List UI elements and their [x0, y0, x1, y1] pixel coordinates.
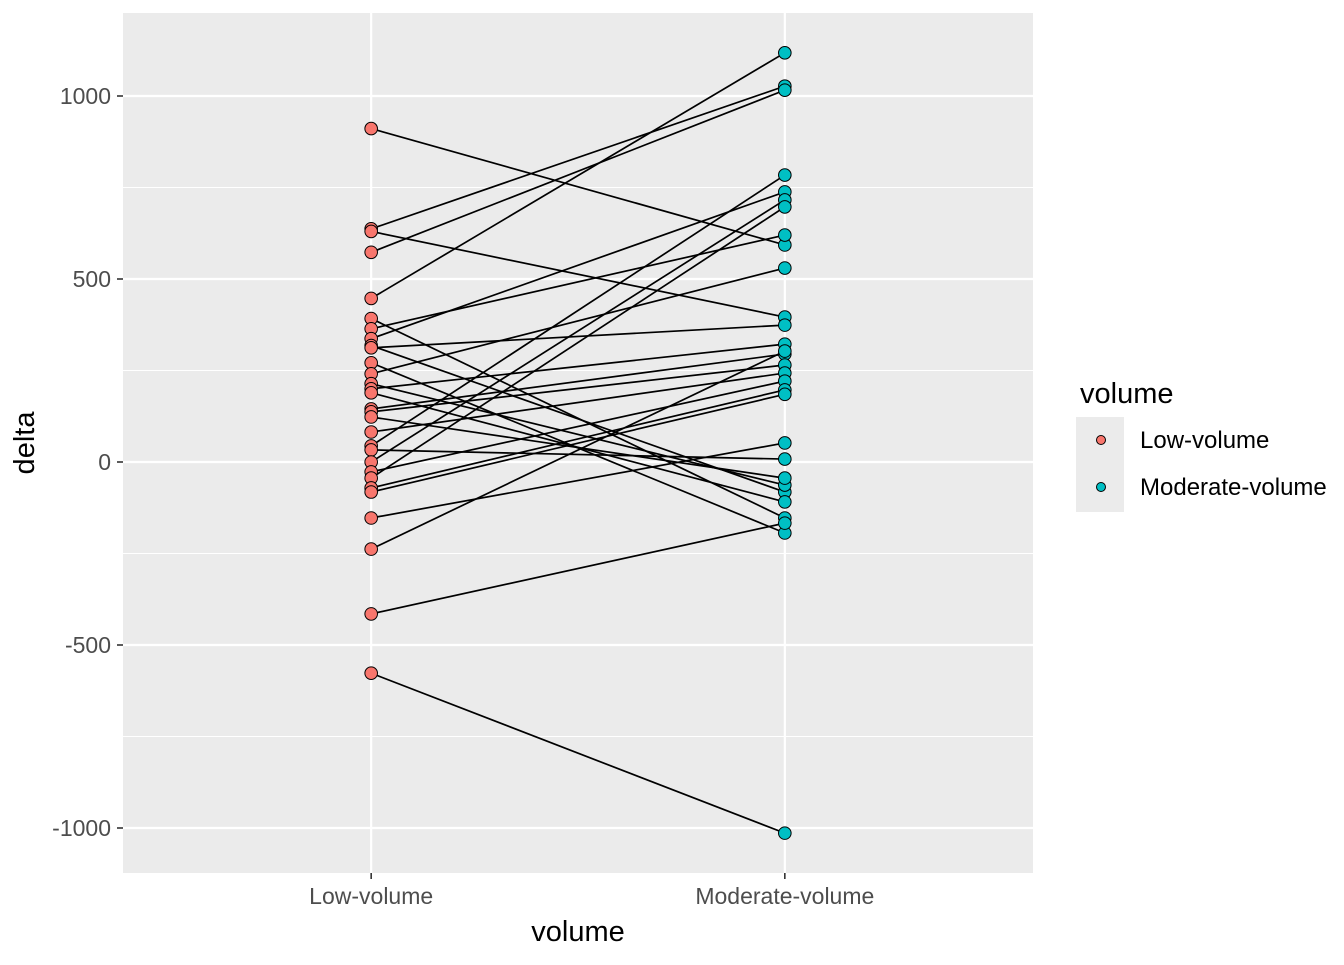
low-volume-point: [364, 121, 378, 136]
moderate-volume-point: [778, 83, 792, 97]
moderate-volume-point: [778, 168, 792, 182]
moderate-volume-point: [778, 436, 792, 450]
pair-line: [370, 85, 786, 230]
moderate-volume-point: [778, 318, 792, 332]
pair-line: [370, 89, 786, 254]
pair-line: [370, 199, 786, 463]
pair-line: [370, 267, 786, 375]
pair-line: [371, 449, 785, 460]
pair-line: [371, 324, 785, 349]
x-tick-labels: Low-volume Moderate-volume: [309, 883, 874, 909]
legend-key-box: [1076, 417, 1124, 512]
legend-moderate-volume-dot-icon: [1096, 482, 1106, 492]
y-axis-title: delta: [9, 411, 41, 475]
moderate-volume-point: [778, 261, 792, 275]
y-tick-labels: -1000 -500 0 500 1000: [52, 83, 111, 841]
legend-title: volume: [1080, 378, 1174, 410]
data-points: [364, 46, 792, 840]
legend-label-moderate-volume: Moderate-volume: [1140, 474, 1327, 501]
low-volume-point: [364, 443, 378, 457]
low-volume-point: [364, 542, 378, 556]
pair-line: [371, 442, 785, 519]
low-volume-point: [364, 386, 378, 400]
low-volume-point: [364, 607, 378, 621]
low-volume-point: [364, 245, 378, 260]
moderate-volume-point: [778, 344, 792, 358]
y-tick-label: 500: [73, 266, 111, 292]
y-tick-label: -500: [65, 632, 111, 658]
y-tick-label: 1000: [60, 83, 111, 109]
axis-tick-marks: [117, 95, 786, 879]
pair-line: [370, 127, 786, 246]
pair-line: [370, 380, 786, 473]
low-volume-point: [364, 410, 378, 424]
pair-line: [370, 234, 786, 330]
moderate-volume-point: [778, 228, 792, 242]
pair-line: [371, 372, 785, 433]
pair-line: [371, 230, 785, 318]
pair-line: [370, 206, 786, 479]
low-volume-point: [364, 291, 378, 306]
low-volume-point: [364, 224, 378, 239]
low-volume-point: [364, 485, 378, 499]
pair-line: [371, 343, 785, 390]
pair-line: [370, 393, 786, 493]
pair-line: [370, 672, 786, 834]
moderate-volume-point: [778, 495, 792, 509]
pair-line: [370, 522, 786, 615]
pair-line: [370, 389, 786, 489]
legend: volume Low-volume Moderate-volume: [1076, 378, 1327, 512]
y-tick-label: -1000: [52, 815, 111, 841]
moderate-volume-point: [778, 46, 792, 60]
low-volume-point: [364, 341, 378, 355]
legend-low-volume-dot-icon: [1096, 435, 1106, 445]
pair-lines: [370, 52, 786, 834]
legend-label-low-volume: Low-volume: [1140, 427, 1269, 454]
x-tick-label: Moderate-volume: [695, 883, 874, 909]
low-volume-point: [364, 511, 378, 525]
moderate-volume-point: [778, 471, 792, 485]
y-tick-label: 0: [98, 449, 111, 475]
pair-line: [370, 350, 786, 550]
moderate-volume-point: [778, 200, 792, 214]
moderate-volume-point: [778, 516, 792, 530]
pair-line: [371, 364, 785, 413]
moderate-volume-point: [778, 387, 792, 402]
pair-line: [370, 174, 786, 447]
x-tick-label: Low-volume: [309, 883, 433, 909]
moderate-volume-point: [778, 826, 792, 840]
pair-line: [370, 52, 786, 300]
moderate-volume-point: [778, 452, 792, 466]
x-axis-title: volume: [531, 916, 625, 948]
pair-line: [370, 191, 786, 340]
low-volume-point: [364, 425, 378, 439]
pair-line: [371, 416, 785, 479]
low-volume-point: [364, 666, 378, 680]
